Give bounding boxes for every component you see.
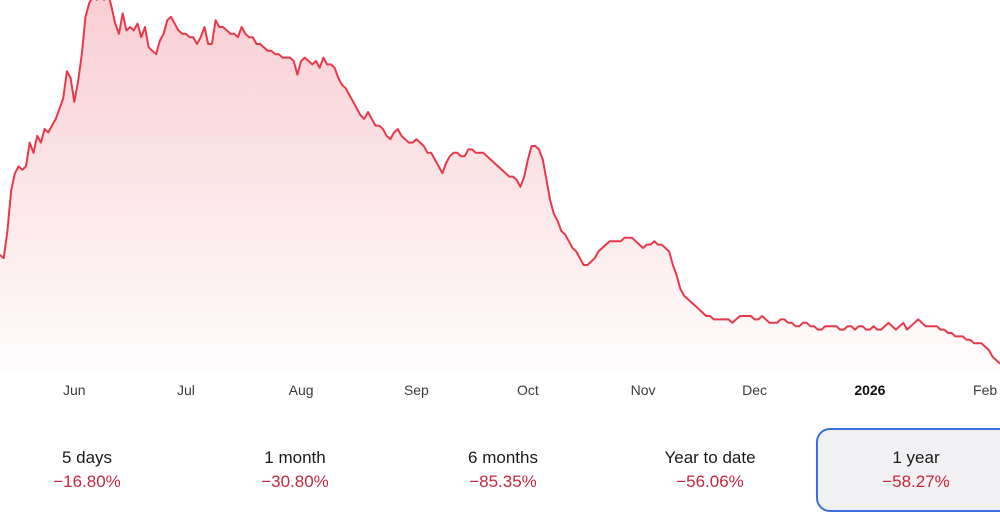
period-label: 6 months <box>468 448 538 467</box>
period-selector: 5 days −16.80% 1 month −30.80% 6 months … <box>0 428 1000 512</box>
x-tick-label-feb: Feb <box>973 382 997 398</box>
x-tick-label-jun: Jun <box>63 382 86 398</box>
chart-price-line <box>0 0 1000 365</box>
period-change: −30.80% <box>261 472 329 491</box>
x-tick-label-nov: Nov <box>631 382 656 398</box>
x-tick-label-oct: Oct <box>517 382 539 398</box>
x-tick-label-sep: Sep <box>404 382 429 398</box>
period-change: −16.80% <box>53 472 121 491</box>
period-1-month[interactable]: 1 month −30.80% <box>208 428 382 512</box>
x-axis-tick-labels: Jun Jul Aug Sep Oct Nov Dec 2026 Feb <box>63 382 997 398</box>
x-tick-label-2026: 2026 <box>854 382 885 398</box>
period-change: −56.06% <box>676 472 744 491</box>
period-5-days[interactable]: 5 days −16.80% <box>0 428 174 512</box>
period-change: −58.27% <box>882 472 950 491</box>
period-label: 5 days <box>61 448 113 467</box>
price-chart: Jun Jul Aug Sep Oct Nov Dec 2026 Feb <box>0 0 1000 398</box>
x-tick-label-aug: Aug <box>289 382 314 398</box>
period-label: 1 year <box>892 448 940 467</box>
period-6-months[interactable]: 6 months −85.35% <box>416 428 590 512</box>
x-tick-label-dec: Dec <box>742 382 767 398</box>
chart-area-fill <box>0 0 1000 372</box>
period-1-year[interactable]: 1 year −58.27% <box>816 428 1000 512</box>
period-label: 1 month <box>264 448 326 467</box>
x-tick-label-jul: Jul <box>177 382 195 398</box>
period-label: Year to date <box>664 448 756 467</box>
period-year-to-date[interactable]: Year to date −56.06% <box>623 428 797 512</box>
period-change: −85.35% <box>469 472 537 491</box>
